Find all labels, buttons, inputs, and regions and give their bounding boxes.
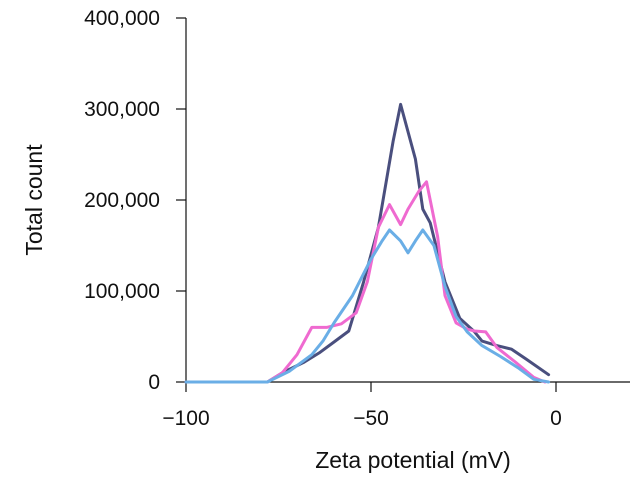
series-dark-line xyxy=(184,102,551,384)
y-tick-label: 0 xyxy=(148,371,160,394)
axes: 0 100,000 200,000 300,000 400,000 −100 −50 0 xyxy=(84,7,630,430)
series-blue-line xyxy=(184,228,551,384)
series-group xyxy=(184,102,551,384)
x-tick-label: 0 xyxy=(550,407,562,430)
y-tick-label: 200,000 xyxy=(84,189,160,212)
x-tick-label: −100 xyxy=(162,407,209,430)
x-tick-label: −50 xyxy=(353,407,389,430)
y-axis-title: Total count xyxy=(21,144,47,256)
y-tick-label: 100,000 xyxy=(84,280,160,303)
y-tick-label: 300,000 xyxy=(84,98,160,121)
y-tick-label: 400,000 xyxy=(84,7,160,30)
x-axis-title: Zeta potential (mV) xyxy=(315,447,511,473)
series-pink-line xyxy=(184,180,547,384)
